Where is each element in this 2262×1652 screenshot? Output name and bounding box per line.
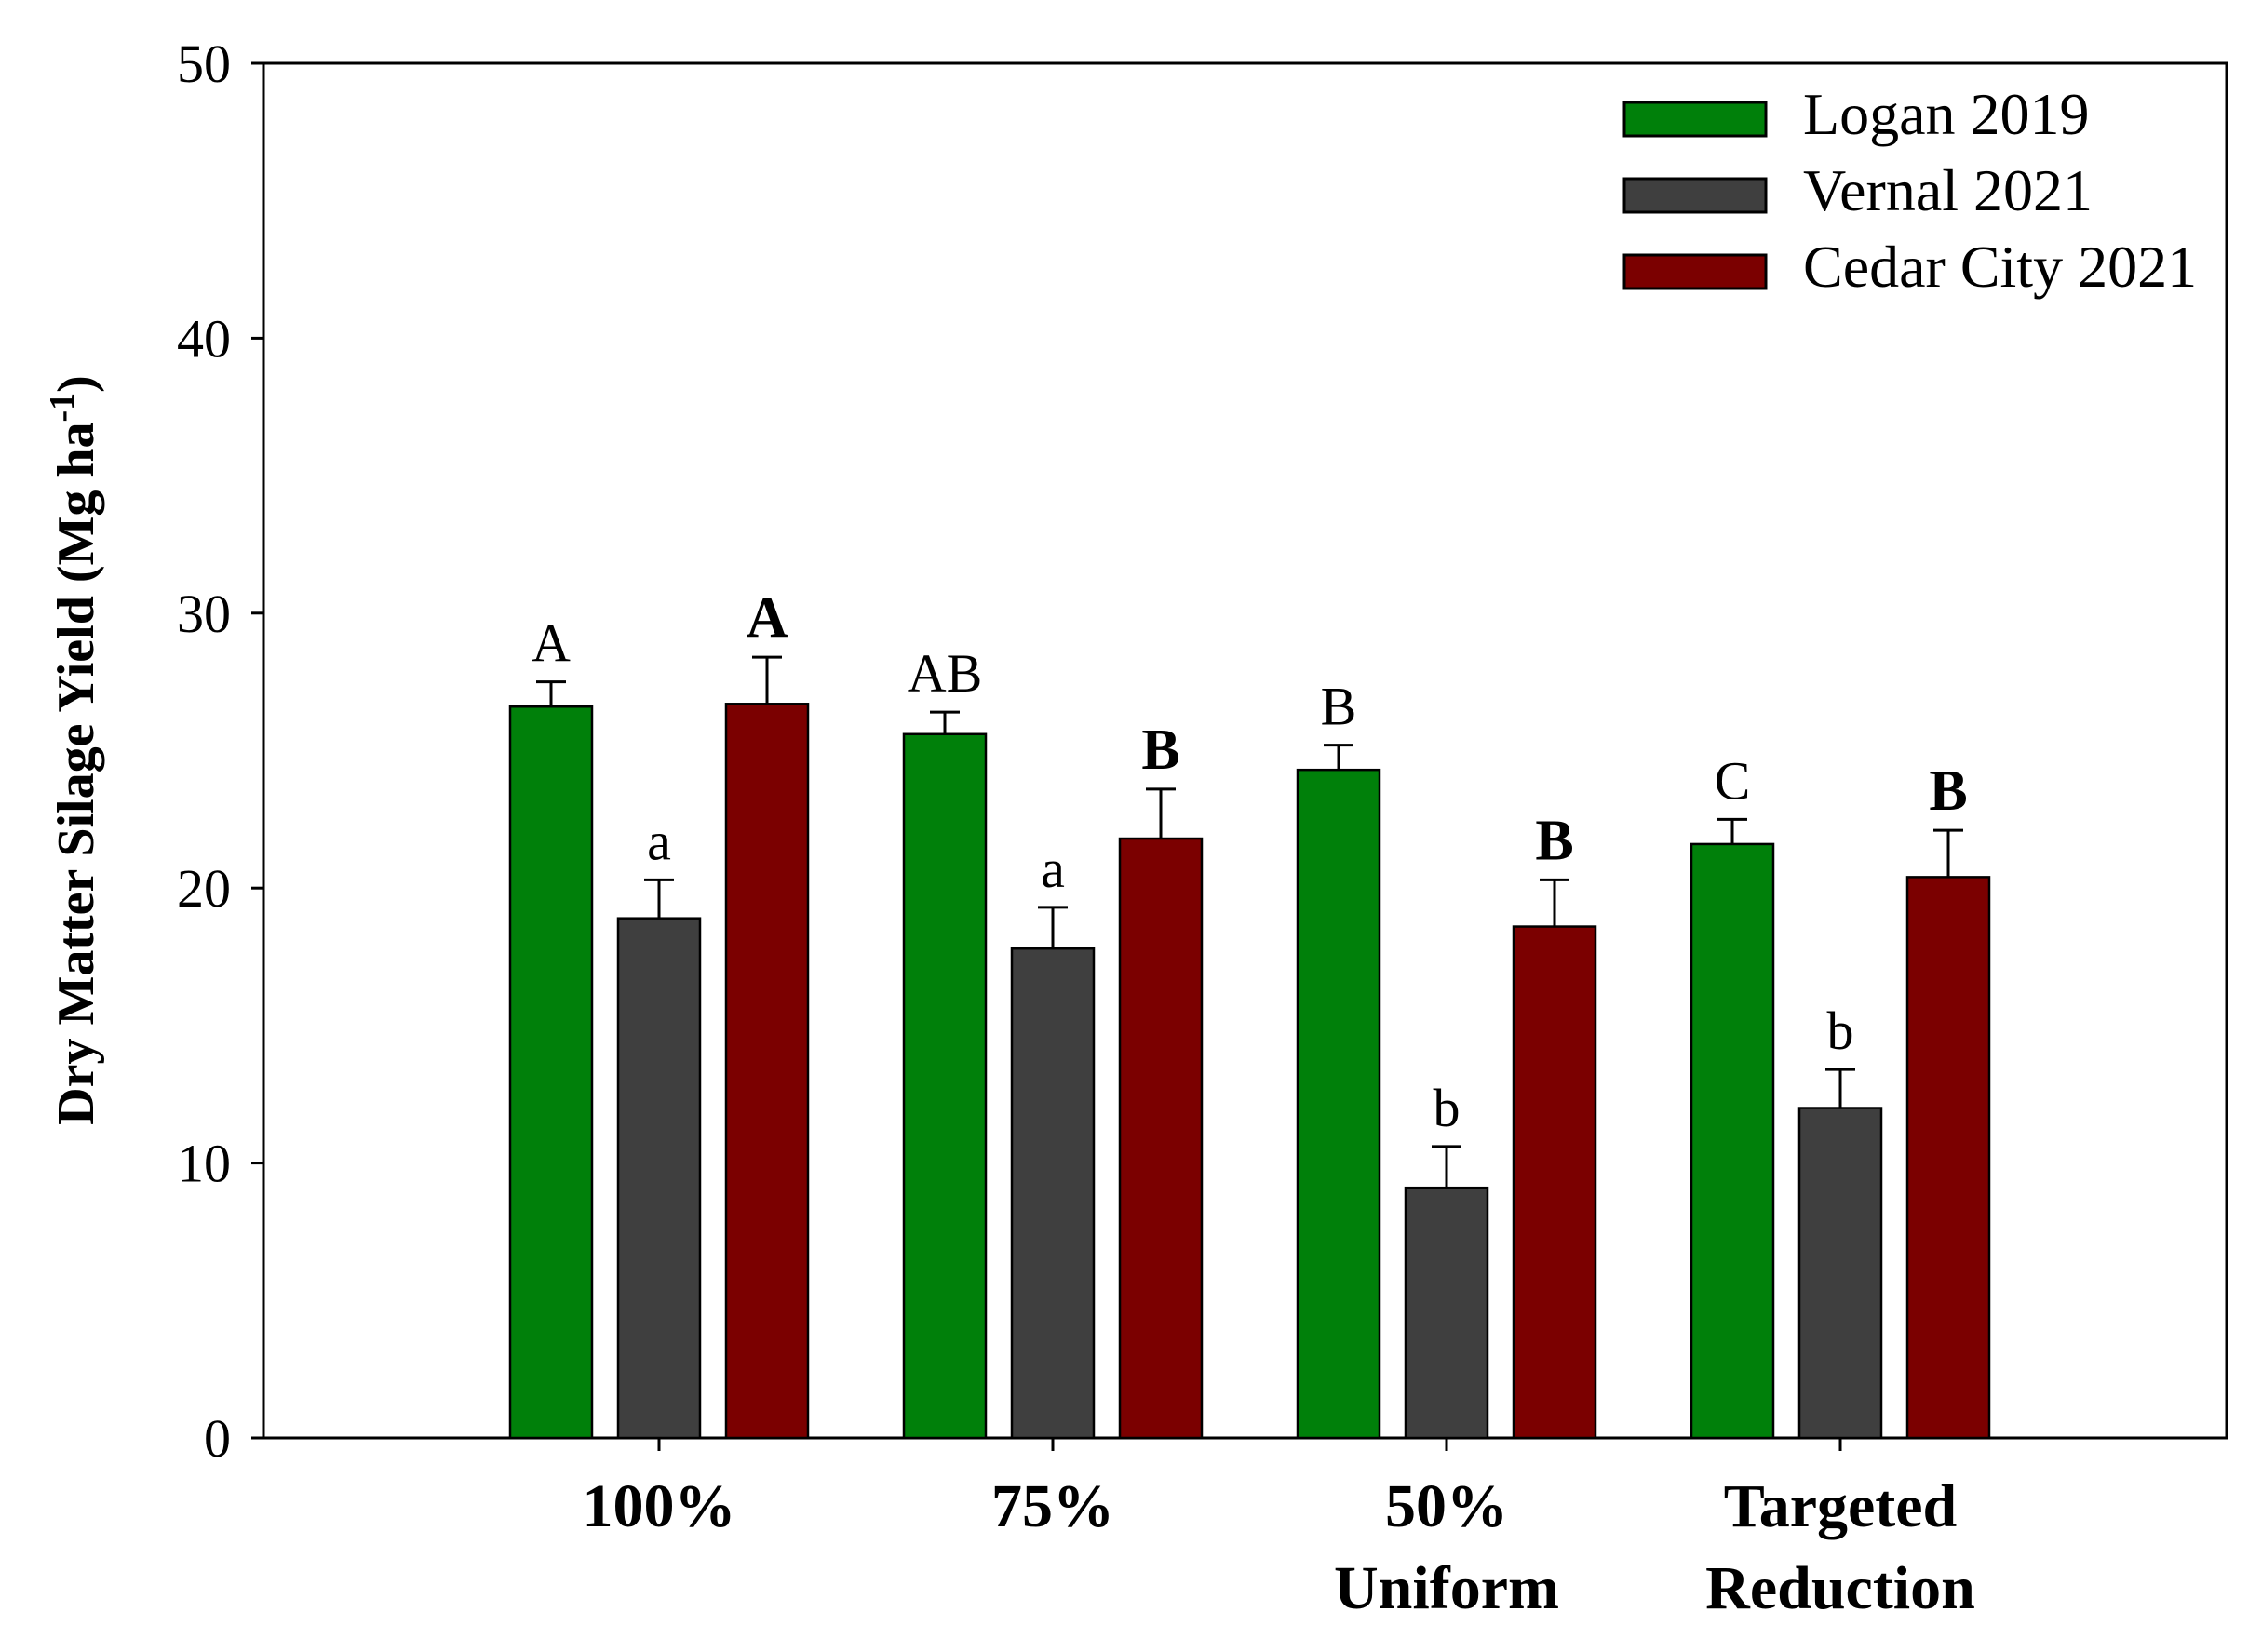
- y-tick-label: 10: [177, 1134, 231, 1194]
- legend-label: Logan 2019: [1803, 81, 2090, 147]
- significance-letter: AB: [908, 643, 983, 704]
- legend-label: Cedar City 2021: [1803, 234, 2197, 300]
- bar: [724, 703, 810, 1440]
- y-tick-label: 50: [177, 34, 231, 94]
- significance-letter: B: [1929, 759, 1967, 823]
- significance-letter: B: [1141, 719, 1179, 782]
- y-tick-label: 20: [177, 858, 231, 919]
- bar: [1296, 768, 1381, 1440]
- x-axis-ticks: [657, 1438, 1842, 1451]
- significance-letter: a: [647, 811, 671, 871]
- bar: [1118, 837, 1204, 1440]
- category-label: 50%: [1385, 1472, 1508, 1540]
- bar: [1797, 1107, 1883, 1440]
- legend-label: Vernal 2021: [1803, 157, 2093, 223]
- y-axis-label-superscript: -1: [43, 393, 82, 423]
- legend-swatch: [1622, 253, 1768, 290]
- bar: [1010, 947, 1096, 1440]
- category-label: 100%: [583, 1472, 736, 1540]
- y-tick-label: 30: [177, 584, 231, 644]
- significance-letter: b: [1827, 1001, 1854, 1061]
- category-label: Reduction: [1705, 1554, 1975, 1622]
- y-axis-label-close: ): [47, 375, 105, 393]
- significance-letter: A: [532, 613, 571, 674]
- error-bars: [536, 655, 1963, 1189]
- bar: [1512, 925, 1597, 1440]
- y-axis-label: Dry Matter Silage Yield (Mg ha-1): [43, 375, 105, 1125]
- plot-frame: [262, 61, 2228, 1440]
- y-axis-ticks: 0 10 20 30 40 50: [177, 34, 263, 1469]
- significance-letter: a: [1041, 839, 1065, 899]
- significance-letter: b: [1434, 1078, 1461, 1138]
- significance-letter: C: [1715, 750, 1751, 811]
- bar-series: [508, 703, 1991, 1440]
- bar: [1905, 876, 1991, 1440]
- significance-letter: A: [747, 586, 788, 650]
- significance-letter: B: [1535, 809, 1573, 872]
- legend-swatch: [1622, 177, 1768, 214]
- bar: [616, 917, 702, 1440]
- bar: [902, 732, 988, 1440]
- legend: Logan 2019 Vernal 2021 Cedar City 2021: [1622, 81, 2197, 300]
- category-label: 75%: [991, 1472, 1114, 1540]
- significance-letters: Aa A AB a B Bb B Cb B: [532, 586, 1968, 1138]
- category-label: Targeted: [1724, 1472, 1958, 1540]
- legend-swatch: [1622, 101, 1768, 138]
- significance-letter: B: [1321, 677, 1357, 737]
- y-tick-label: 40: [177, 308, 231, 369]
- category-label: Uniform: [1334, 1554, 1559, 1622]
- y-tick-label: 0: [204, 1408, 231, 1469]
- bar: [508, 705, 594, 1440]
- y-axis-label-main: Dry Matter Silage Yield (Mg ha: [47, 422, 105, 1124]
- bar: [1690, 842, 1775, 1440]
- bar: [1404, 1186, 1489, 1440]
- category-labels: 100% 75% 50% Uniform Targeted Reduction: [583, 1472, 1975, 1622]
